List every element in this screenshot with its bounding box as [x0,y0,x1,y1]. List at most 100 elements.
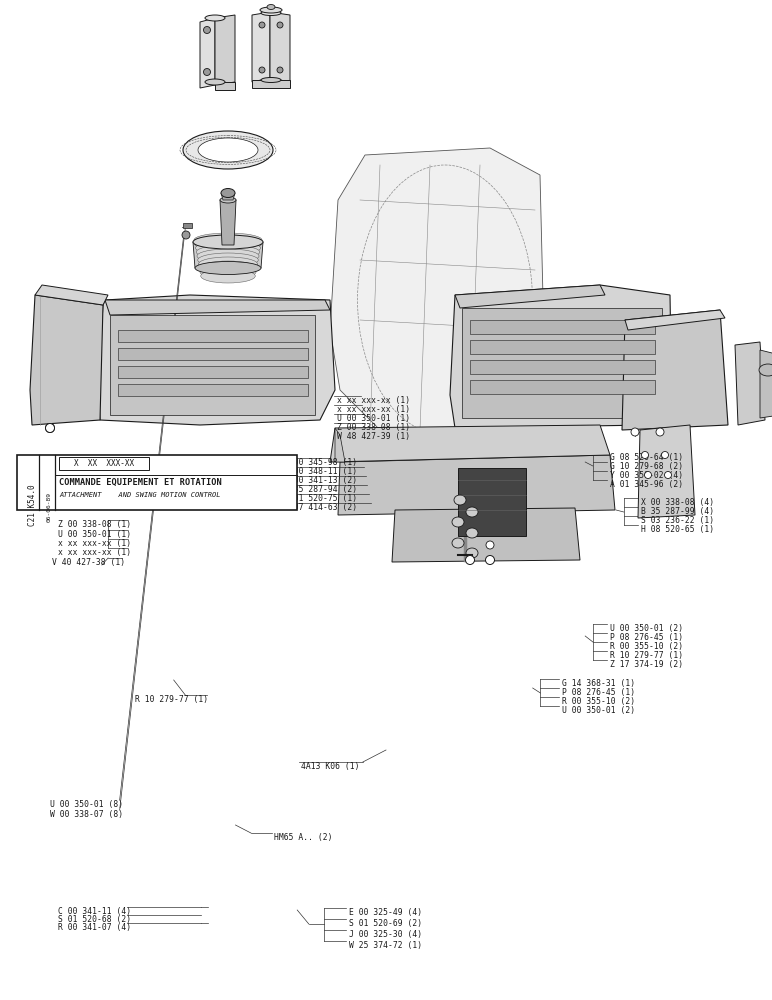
Polygon shape [220,200,236,245]
Ellipse shape [452,538,464,548]
Text: ATTACHMENT    AND SWING MOTION CONTROL: ATTACHMENT AND SWING MOTION CONTROL [59,492,221,498]
Ellipse shape [46,424,55,432]
Ellipse shape [665,472,672,479]
Ellipse shape [194,233,262,247]
Ellipse shape [466,548,478,558]
Text: x xx xxx-xx (1): x xx xxx-xx (1) [337,405,410,414]
Text: Z 17 374-19 (2): Z 17 374-19 (2) [610,660,683,669]
Polygon shape [735,342,765,425]
Text: N 07 414-63 (2): N 07 414-63 (2) [284,503,357,512]
Text: R 00 341-07 (4): R 00 341-07 (4) [58,923,131,932]
Polygon shape [638,425,695,518]
Text: W 00 338-07 (2): W 00 338-07 (2) [137,481,211,490]
Text: Y 35 287-94 (2): Y 35 287-94 (2) [284,485,357,494]
Bar [470,380,655,394]
Ellipse shape [204,26,211,33]
Ellipse shape [267,4,275,9]
Ellipse shape [220,197,236,203]
Text: 06-06-89: 06-06-89 [47,492,52,522]
Ellipse shape [198,138,258,162]
Bar [470,320,655,334]
Text: A 01 345-96 (2): A 01 345-96 (2) [610,480,683,489]
Text: R 10 279-77 (1): R 10 279-77 (1) [135,695,208,704]
Text: C21 K54.0: C21 K54.0 [28,484,37,526]
Ellipse shape [259,22,265,28]
Text: Y 00 350-02 (4): Y 00 350-02 (4) [610,471,683,480]
Ellipse shape [182,231,190,239]
Text: G 10 279-68 (2): G 10 279-68 (2) [610,462,683,471]
Ellipse shape [466,528,478,538]
Text: P 08 276-45 (1): P 08 276-45 (1) [562,688,635,697]
Bar [17,455,297,510]
Ellipse shape [198,253,259,267]
Polygon shape [338,455,615,515]
Ellipse shape [452,517,464,527]
Ellipse shape [201,269,256,283]
Polygon shape [270,12,290,82]
Ellipse shape [197,249,259,263]
Ellipse shape [645,472,652,479]
Ellipse shape [196,245,259,259]
Text: x xx xxx-xx (1): x xx xxx-xx (1) [337,396,410,405]
Ellipse shape [232,486,241,494]
Text: H 08 520-65 (1): H 08 520-65 (1) [641,525,714,534]
Ellipse shape [198,257,258,271]
Text: X  XX  XXX-XX: X XX XXX-XX [74,460,134,468]
Text: x xx xxx-xx (1): x xx xxx-xx (1) [58,548,131,557]
Text: R 10 279-77 (1): R 10 279-77 (1) [610,651,683,660]
Polygon shape [330,425,610,462]
Polygon shape [252,80,290,88]
Ellipse shape [486,541,494,549]
Text: S 01 520-68 (2): S 01 520-68 (2) [58,915,131,924]
Bar [118,384,308,396]
Bar [110,315,315,415]
Text: U 00 350-01 (1): U 00 350-01 (1) [337,414,410,423]
Bar [59,457,149,470]
Text: B 35 287-99 (2): B 35 287-99 (2) [137,490,211,499]
Text: Y 00 348-11 (1): Y 00 348-11 (1) [284,467,357,476]
Text: COMMANDE EQUIPEMENT ET ROTATION: COMMANDE EQUIPEMENT ET ROTATION [59,478,222,487]
Bar [15,12,757,502]
Ellipse shape [656,428,664,436]
Ellipse shape [204,68,211,76]
Ellipse shape [195,237,261,251]
Polygon shape [215,15,235,85]
Ellipse shape [631,428,639,436]
Polygon shape [193,242,263,268]
Text: Z 00 338-08 (1): Z 00 338-08 (1) [58,520,131,529]
Ellipse shape [195,241,260,255]
Text: S 03 236-22 (1): S 03 236-22 (1) [641,516,714,525]
Text: U 00 350-01 (2): U 00 350-01 (2) [562,706,635,715]
Text: S 01 520-69 (2): S 01 520-69 (2) [349,919,422,928]
Text: V 40 427-38 (1): V 40 427-38 (1) [52,558,126,567]
Ellipse shape [195,261,261,274]
Polygon shape [330,148,545,445]
Ellipse shape [261,10,281,15]
Polygon shape [98,295,335,425]
Text: R 00 355-10 (2): R 00 355-10 (2) [562,697,635,706]
Text: U 00 350-01 (8): U 00 350-01 (8) [50,800,124,809]
Ellipse shape [183,131,273,169]
Polygon shape [105,300,330,315]
Text: J 00 325-30 (4): J 00 325-30 (4) [349,930,422,939]
Text: x xx xxx-xx (1): x xx xxx-xx (1) [58,539,131,548]
Text: G 08 520-64 (1): G 08 520-64 (1) [610,453,683,462]
Ellipse shape [277,67,283,73]
Bar [462,308,662,418]
Text: U 00 350-01 (1): U 00 350-01 (1) [58,530,131,539]
Ellipse shape [454,495,466,505]
Bar [470,360,655,374]
Polygon shape [252,12,270,82]
Ellipse shape [466,507,478,517]
Text: C 00 341-11 (4): C 00 341-11 (4) [58,907,131,916]
Bar [470,340,655,354]
Polygon shape [450,285,672,428]
Ellipse shape [260,7,282,13]
Text: W 00 338-07 (8): W 00 338-07 (8) [50,810,124,819]
Ellipse shape [662,452,669,458]
Ellipse shape [259,67,265,73]
Text: W 48 427-39 (1): W 48 427-39 (1) [337,432,410,441]
Ellipse shape [205,79,225,85]
Text: E 00 341-13 (2): E 00 341-13 (2) [284,476,357,485]
Ellipse shape [199,261,257,275]
